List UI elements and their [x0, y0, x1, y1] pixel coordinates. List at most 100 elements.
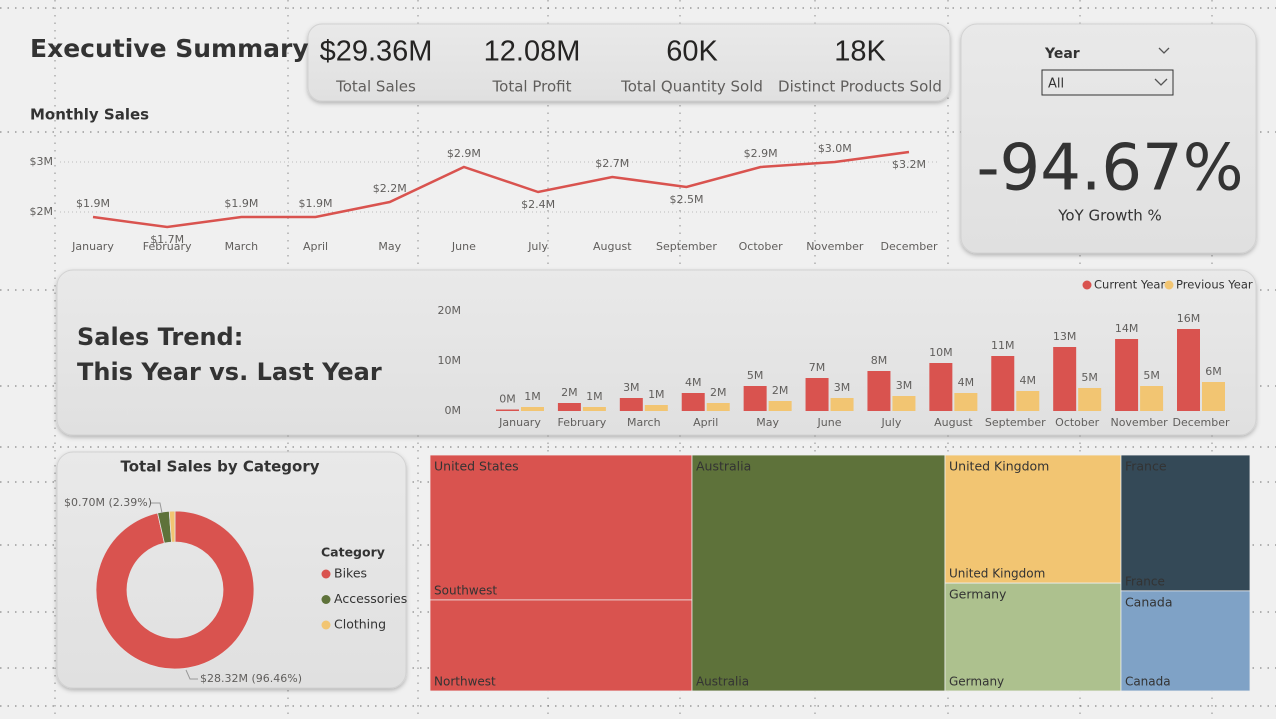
data-label: 2M — [772, 384, 789, 397]
chart-title: Total Sales by Category — [120, 458, 319, 476]
data-label: $1.9M — [299, 197, 333, 210]
legend-marker — [1164, 280, 1174, 290]
data-label: 6M — [1205, 365, 1222, 378]
x-tick-label: September — [985, 416, 1046, 429]
yoy-value: -94.67% — [976, 132, 1243, 206]
treemap-tile — [944, 454, 1122, 584]
legend-label: Current Year — [1094, 278, 1165, 292]
data-label: $2.2M — [373, 182, 407, 195]
x-tick-label: April — [693, 416, 718, 429]
treemap-tile — [691, 454, 946, 692]
x-tick-label: February — [143, 240, 192, 253]
bar — [830, 398, 854, 411]
treemap-tile — [429, 454, 693, 601]
data-label: 4M — [958, 376, 975, 389]
tile-label: Germany — [949, 587, 1007, 602]
x-tick-label: May — [378, 240, 401, 253]
tile-label: United States — [434, 459, 519, 474]
legend-title: Category — [321, 545, 385, 560]
data-label: 7M — [809, 361, 826, 374]
bar — [929, 363, 953, 411]
data-label: 5M — [1143, 369, 1160, 382]
tile-sublabel: Australia — [696, 675, 749, 689]
kpi-label: Distinct Products Sold — [778, 78, 942, 96]
x-tick-label: June — [817, 416, 842, 429]
bar — [954, 393, 978, 411]
kpi-label: Total Profit — [492, 78, 572, 96]
slicer-dropdown[interactable] — [1041, 69, 1174, 96]
y-tick-label: 10M — [438, 354, 462, 367]
bar — [867, 371, 891, 411]
x-tick-label: April — [303, 240, 328, 253]
y-tick-label: $3M — [30, 155, 54, 168]
tile-sublabel: Southwest — [434, 583, 497, 597]
data-label: 1M — [648, 388, 665, 401]
bar — [892, 396, 916, 411]
kpi-label: Total Quantity Sold — [620, 78, 763, 96]
data-label: $2.5M — [669, 193, 703, 206]
yoy-label: YoY Growth % — [1057, 207, 1162, 225]
data-label: 10M — [929, 346, 953, 359]
donut-slice — [168, 510, 176, 543]
data-label: 0M — [499, 393, 516, 406]
bar — [496, 409, 519, 411]
data-label: $1.9M — [76, 197, 110, 210]
chart-title: This Year vs. Last Year — [77, 358, 382, 386]
kpi-value: 18K — [834, 36, 886, 68]
dropdown-chevron[interactable] — [1154, 78, 1168, 86]
legend-marker — [1082, 280, 1092, 290]
data-label: $2.4M — [521, 198, 555, 211]
tile-sublabel: France — [1125, 574, 1165, 588]
legend-marker — [321, 595, 331, 604]
tile-label: Canada — [1125, 594, 1173, 609]
data-label: 1M — [586, 390, 603, 403]
x-tick-label: March — [627, 416, 661, 429]
x-tick-label: January — [71, 240, 114, 253]
data-label: 3M — [896, 379, 913, 392]
bar — [619, 398, 643, 411]
leader-line — [150, 502, 163, 514]
x-tick-label: November — [1110, 416, 1168, 429]
slicer-selected[interactable]: All — [1048, 77, 1064, 92]
legend-label: Bikes — [334, 566, 367, 581]
tile-label: United Kingdom — [949, 459, 1049, 474]
bar — [582, 407, 606, 411]
legend-label: Accessories — [334, 591, 407, 606]
x-tick-label: February — [558, 416, 607, 429]
bar — [1177, 329, 1200, 411]
x-tick-label: May — [756, 416, 779, 429]
treemap-tile — [1120, 454, 1251, 592]
chart-title: Monthly Sales — [30, 106, 149, 124]
data-label: 4M — [1020, 374, 1037, 387]
bar — [991, 356, 1015, 411]
x-tick-label: June — [451, 240, 476, 253]
slicer-collapse[interactable] — [1158, 47, 1170, 54]
chart-title: Sales Trend: — [77, 323, 243, 351]
x-tick-label: October — [1055, 416, 1099, 429]
bar — [1016, 391, 1040, 411]
x-tick-label: November — [806, 240, 864, 253]
y-tick-label: 20M — [438, 304, 462, 317]
data-label: 3M — [834, 381, 851, 394]
tile-label: Australia — [696, 459, 751, 474]
page-title: Executive Summary — [30, 34, 309, 63]
x-tick-label: August — [593, 240, 632, 253]
data-label: 1M — [524, 390, 541, 403]
line — [92, 150, 910, 229]
x-tick-label: July — [527, 240, 548, 253]
kpi-label: Total Sales — [335, 78, 416, 96]
data-label: 14M — [1115, 322, 1139, 335]
donut-slice — [95, 510, 255, 670]
bar — [644, 405, 668, 411]
treemap-tile — [1120, 590, 1251, 692]
data-label: $3.2M — [892, 158, 926, 171]
data-label: $1.7M — [150, 233, 184, 246]
bar — [706, 403, 730, 411]
bar — [1078, 388, 1102, 411]
legend-label: Previous Year — [1176, 278, 1253, 292]
x-tick-label: July — [881, 416, 902, 429]
kpi-card — [307, 23, 951, 102]
legend-marker — [321, 620, 331, 630]
bar — [681, 393, 705, 411]
yoy-card — [960, 23, 1257, 254]
